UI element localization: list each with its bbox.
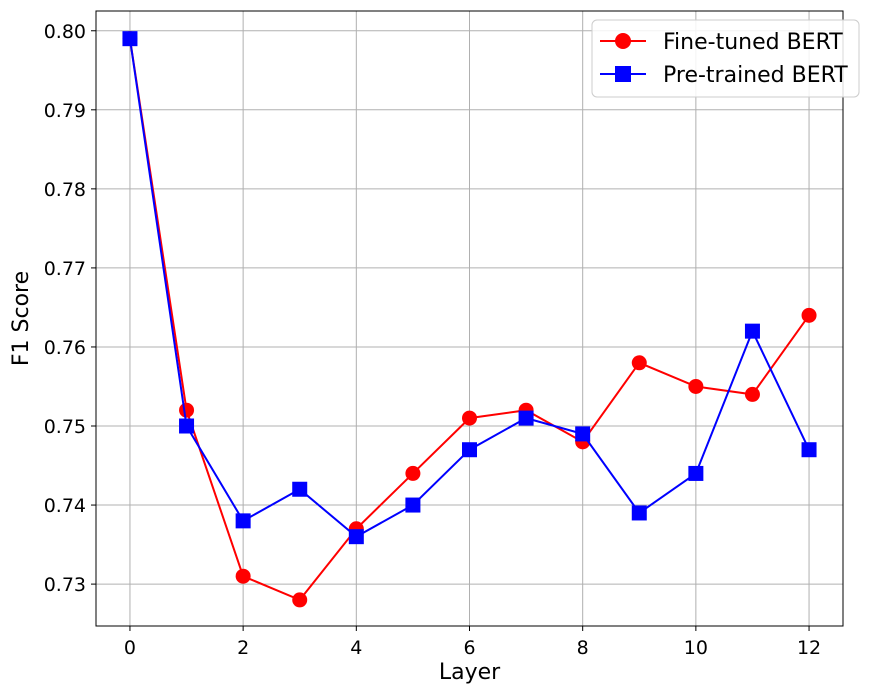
x-tick-label: 10 xyxy=(684,637,708,659)
data-point-fine-tuned-bert xyxy=(292,592,308,608)
data-point-fine-tuned-bert xyxy=(462,410,477,426)
x-tick-label: 12 xyxy=(797,637,821,659)
data-point-pre-trained-bert xyxy=(744,323,760,339)
x-tick-label: 4 xyxy=(350,637,362,659)
data-point-fine-tuned-bert xyxy=(631,355,647,371)
series-lines xyxy=(122,31,817,608)
legend-marker-pre-trained xyxy=(615,66,631,82)
y-axis-title: F1 Score xyxy=(9,271,34,366)
data-point-pre-trained-bert xyxy=(292,481,308,497)
data-point-pre-trained-bert xyxy=(462,442,477,458)
data-point-fine-tuned-bert xyxy=(801,307,817,323)
x-tick-label: 6 xyxy=(463,637,475,659)
x-axis-title: Layer xyxy=(439,660,501,685)
y-tick-label: 0.73 xyxy=(44,574,86,596)
y-tick-label: 0.77 xyxy=(44,258,86,280)
data-point-fine-tuned-bert xyxy=(405,465,421,481)
legend-box xyxy=(591,19,860,98)
axis-ticks: 0 2 4 6 8 10 12 0.73 0.74 0.75 0.76 0.77 0.78 0.79 0.8… xyxy=(44,21,821,659)
legend-label-fine-tuned: Fine-tuned BERT xyxy=(663,30,843,55)
data-point-pre-trained-bert xyxy=(122,31,138,47)
data-point-pre-trained-bert xyxy=(235,513,251,529)
data-point-pre-trained-bert xyxy=(405,497,421,513)
y-tick-label: 0.74 xyxy=(44,495,86,517)
data-point-pre-trained-bert xyxy=(518,410,534,426)
y-tick-label: 0.78 xyxy=(44,179,86,201)
data-point-pre-trained-bert xyxy=(801,442,817,458)
y-tick-label: 0.75 xyxy=(44,416,86,438)
data-point-pre-trained-bert xyxy=(179,418,195,434)
legend-label-pre-trained: Pre-trained BERT xyxy=(663,63,848,88)
y-tick-label: 0.79 xyxy=(44,100,86,122)
data-point-fine-tuned-bert xyxy=(744,386,760,402)
y-tick-label: 0.76 xyxy=(44,337,86,359)
data-point-pre-trained-bert xyxy=(688,465,704,481)
data-point-fine-tuned-bert xyxy=(688,378,704,394)
data-point-pre-trained-bert xyxy=(575,426,591,442)
data-point-fine-tuned-bert xyxy=(179,402,195,418)
data-point-pre-trained-bert xyxy=(631,505,647,521)
x-tick-label: 8 xyxy=(577,637,589,659)
legend: Fine-tuned BERT Pre-trained BERT xyxy=(591,19,860,98)
y-tick-label: 0.80 xyxy=(44,21,86,43)
data-point-pre-trained-bert xyxy=(348,529,364,545)
data-point-fine-tuned-bert xyxy=(235,568,251,584)
legend-marker-fine-tuned xyxy=(615,33,631,49)
grid xyxy=(96,11,843,626)
x-tick-label: 0 xyxy=(124,637,136,659)
x-tick-label: 2 xyxy=(237,637,249,659)
